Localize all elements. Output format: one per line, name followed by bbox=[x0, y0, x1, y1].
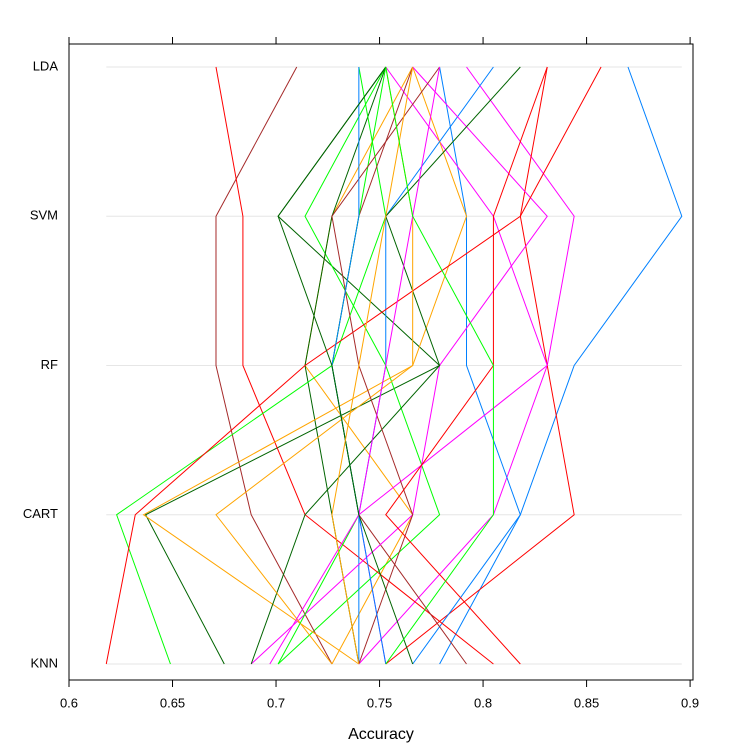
series-line bbox=[277, 66, 414, 665]
x-tick-label: 0.8 bbox=[474, 695, 492, 710]
y-tick-label: CART bbox=[23, 506, 58, 521]
plot-frame bbox=[68, 43, 694, 681]
series-line bbox=[269, 66, 441, 665]
y-tick-label: SVM bbox=[30, 208, 58, 223]
series-line bbox=[250, 66, 521, 665]
y-tick-label: RF bbox=[41, 357, 58, 372]
x-tick-label: 0.6 bbox=[60, 695, 78, 710]
x-tick-label: 0.65 bbox=[160, 695, 185, 710]
series-line bbox=[215, 66, 333, 665]
x-tick-label: 0.85 bbox=[574, 695, 599, 710]
series-line bbox=[105, 66, 602, 665]
series-line bbox=[439, 66, 683, 665]
y-tick-label: LDA bbox=[33, 58, 59, 73]
x-tick-label: 0.9 bbox=[681, 695, 699, 710]
x-axis-label: Accuracy bbox=[348, 726, 414, 743]
y-tick-label: KNN bbox=[31, 655, 58, 670]
series-line bbox=[331, 66, 414, 665]
series-line bbox=[385, 66, 494, 665]
x-tick-label: 0.7 bbox=[267, 695, 285, 710]
x-tick-label: 0.75 bbox=[367, 695, 392, 710]
